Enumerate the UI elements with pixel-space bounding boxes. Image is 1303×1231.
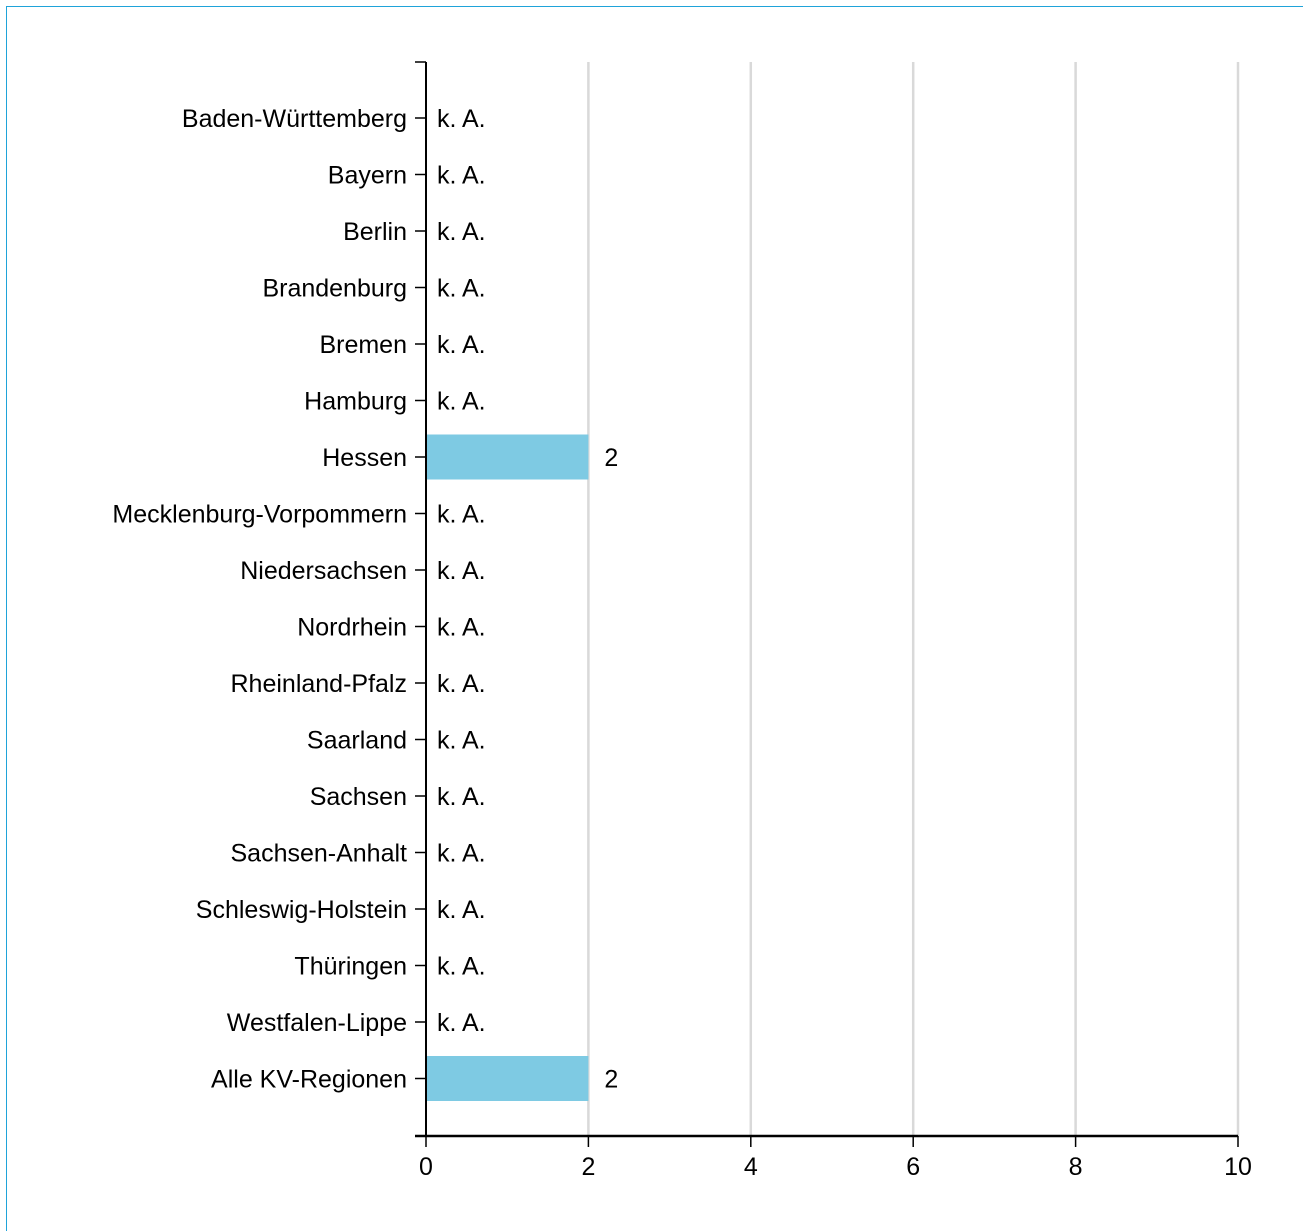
value-label: k. A. (437, 501, 486, 529)
bars (426, 435, 588, 1102)
x-tick-label: 2 (581, 1153, 595, 1181)
category-label: Nordrhein (297, 614, 407, 642)
x-tick-label: 4 (744, 1153, 758, 1181)
value-label: k. A. (437, 614, 486, 642)
value-label: k. A. (437, 670, 486, 698)
category-label: Sachsen (310, 783, 407, 811)
x-tick-label: 10 (1224, 1153, 1252, 1181)
x-tick-label: 8 (1069, 1153, 1083, 1181)
value-label: k. A. (437, 218, 486, 246)
value-label: k. A. (437, 896, 486, 924)
gridlines (588, 62, 1238, 1136)
value-label: k. A. (437, 388, 486, 416)
category-label: Thüringen (294, 953, 407, 981)
value-label: k. A. (437, 105, 486, 133)
bar (426, 1056, 588, 1101)
category-label: Schleswig-Holstein (196, 896, 407, 924)
category-label: Mecklenburg-Vorpommern (112, 501, 407, 529)
category-label: Brandenburg (262, 275, 407, 303)
category-label: Saarland (307, 727, 407, 755)
labels: Baden-Württemberg k. A. Bayern k. A. Berlin k… (112, 105, 1251, 1181)
category-label: Baden-Württemberg (182, 105, 407, 133)
category-label: Sachsen-Anhalt (230, 840, 407, 868)
category-label: Bayern (328, 162, 407, 190)
value-label: k. A. (437, 1009, 486, 1037)
value-label: k. A. (437, 331, 486, 359)
category-label: Berlin (343, 218, 407, 246)
value-label: k. A. (437, 840, 486, 868)
category-label: Bremen (319, 331, 407, 359)
category-label: Westfalen-Lippe (227, 1009, 407, 1037)
value-label: k. A. (437, 275, 486, 303)
category-label: Hessen (322, 444, 407, 472)
category-label: Niedersachsen (240, 557, 407, 585)
category-label: Hamburg (304, 388, 407, 416)
value-label: k. A. (437, 557, 486, 585)
category-label: Rheinland-Pfalz (231, 670, 408, 698)
value-label: k. A. (437, 783, 486, 811)
value-label: k. A. (437, 953, 486, 981)
value-label: 2 (604, 1066, 618, 1094)
category-label: Alle KV-Regionen (211, 1066, 407, 1094)
value-label: 2 (604, 444, 618, 472)
axes (415, 62, 1238, 1147)
value-label: k. A. (437, 727, 486, 755)
value-label: k. A. (437, 162, 486, 190)
x-tick-label: 0 (419, 1153, 433, 1181)
x-tick-label: 6 (906, 1153, 920, 1181)
bar (426, 435, 588, 480)
